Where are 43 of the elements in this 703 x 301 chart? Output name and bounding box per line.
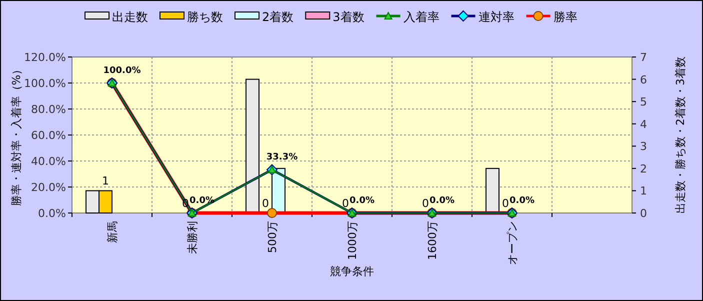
- y-tick-label: 60.0%: [31, 129, 66, 142]
- x-tick-label: 新馬: [106, 221, 119, 243]
- data-label: 0.0%: [190, 196, 214, 206]
- y2-tick-label: 5: [640, 96, 647, 109]
- data-label: 0: [502, 197, 509, 210]
- data-label: 0: [342, 197, 349, 210]
- y2-tick-label: 0: [640, 207, 647, 220]
- x-tick-label: 500万: [266, 221, 279, 253]
- y2-tick-label: 7: [640, 51, 647, 64]
- y2-tick-label: 1: [640, 184, 647, 198]
- legend-label: 勝率: [553, 10, 578, 24]
- x-tick-label: 1000万: [346, 221, 359, 260]
- y-tick-label: 0.0%: [38, 207, 66, 220]
- x-tick-label: 未勝利: [186, 221, 199, 254]
- x-tick-label: オープン: [506, 221, 519, 265]
- y2-tick-label: 6: [640, 73, 647, 86]
- legend-label: 3着数: [332, 10, 364, 24]
- y-axis-title: 勝率・連対率・入着率（%）: [10, 64, 23, 206]
- legend-label: 2着数: [262, 10, 294, 24]
- y-tick-label: 20.0%: [31, 181, 66, 194]
- y-tick-label: 100.0%: [24, 77, 66, 90]
- legend-label: 出走数: [112, 10, 148, 24]
- x-axis-title: 競争条件: [330, 265, 374, 278]
- data-label: 0.0%: [350, 196, 374, 206]
- data-label: 100.0%: [103, 66, 141, 76]
- legend-label: 勝ち数: [187, 10, 223, 24]
- y-tick-label: 40.0%: [31, 155, 66, 168]
- data-label: 1: [102, 174, 109, 188]
- data-label: 33.3%: [266, 152, 298, 163]
- data-label: 0.0%: [430, 196, 454, 206]
- y2-tick-label: 4: [640, 118, 647, 131]
- y2-tick-label: 2: [640, 162, 647, 176]
- y2-tick-label: 3: [640, 140, 647, 154]
- x-tick-label: 1600万: [426, 221, 439, 260]
- legend-label: 入着率: [403, 10, 440, 24]
- data-label: 0: [182, 197, 189, 210]
- y-tick-label: 120.0%: [24, 51, 66, 64]
- legend-label: 連対率: [478, 10, 514, 24]
- y2-axis-title: 出走数・勝ち数・2着数・3着数: [674, 56, 687, 214]
- data-label: 0: [422, 197, 429, 210]
- y-tick-label: 80.0%: [31, 103, 66, 116]
- data-label: 0: [262, 197, 269, 210]
- data-label: 0.0%: [510, 196, 534, 206]
